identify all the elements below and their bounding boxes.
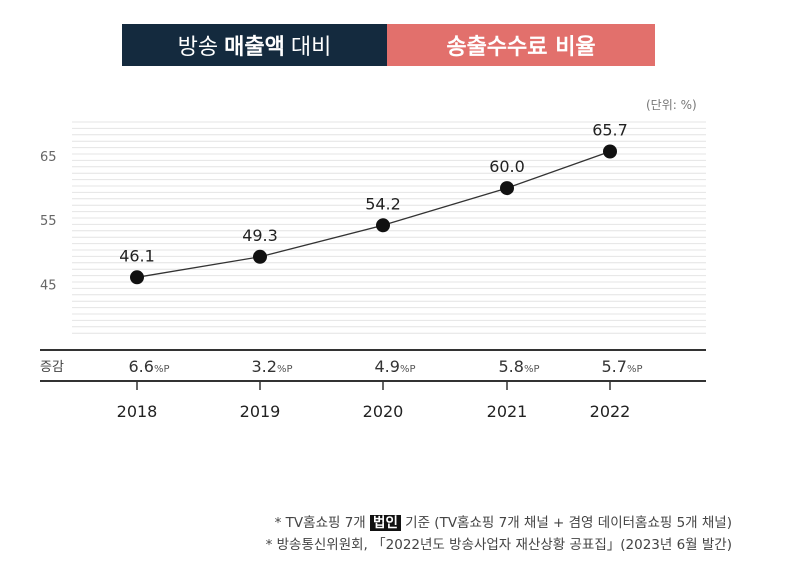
title-right: 송출수수료 비율 <box>387 24 655 66</box>
data-point <box>253 249 267 264</box>
y-tick-label: 65 <box>40 150 57 165</box>
x-tick-label: 2021 <box>487 402 528 421</box>
data-point <box>603 144 617 159</box>
y-tick-label: 55 <box>40 214 57 229</box>
data-point <box>130 270 144 285</box>
title-left-pre: 방송 <box>177 35 219 60</box>
change-value: 4.9%P <box>375 357 416 376</box>
data-label: 54.2 <box>365 194 401 213</box>
title-left-post: 대비 <box>290 35 332 60</box>
y-tick-label: 45 <box>40 278 57 293</box>
change-value: 5.8%P <box>499 357 540 376</box>
x-tick-label: 2020 <box>363 402 404 421</box>
unit-label: (단위: %) <box>646 98 697 112</box>
change-row-label: 증감 <box>40 360 64 375</box>
title-left: 방송 매출액 대비 <box>122 24 387 66</box>
footnote-1-highlight: 법인 <box>370 515 401 531</box>
x-tick-label: 2019 <box>240 402 281 421</box>
title-left-bold: 매출액 <box>224 35 285 60</box>
change-value: 3.2%P <box>252 357 293 376</box>
footnote-1: * TV홈쇼핑 7개 법인 기준 (TV홈쇼핑 7개 채널 + 겸영 데이터홈쇼… <box>110 512 732 534</box>
data-point <box>500 181 514 196</box>
change-value: 5.7%P <box>602 357 643 376</box>
footnotes: * TV홈쇼핑 7개 법인 기준 (TV홈쇼핑 7개 채널 + 겸영 데이터홈쇼… <box>110 512 732 556</box>
data-label: 46.1 <box>119 246 155 265</box>
footnote-1-post: 기준 (TV홈쇼핑 7개 채널 + 겸영 데이터홈쇼핑 5개 채널) <box>405 515 732 531</box>
data-label: 60.0 <box>489 157 525 176</box>
change-value: 6.6%P <box>129 357 170 376</box>
x-tick-label: 2022 <box>590 402 631 421</box>
data-label: 49.3 <box>242 226 278 245</box>
footnote-1-pre: * TV홈쇼핑 7개 <box>274 515 366 531</box>
line-chart: 45 55 65 46.1 49.3 54.2 60.0 65.7 증감 6.6%P 3.2%P 4.… <box>40 121 706 421</box>
data-label: 65.7 <box>592 121 628 140</box>
data-point <box>376 218 390 233</box>
footnote-2: * 방송통신위원회, 「2022년도 방송사업자 재산상황 공표집」(2023년… <box>265 537 732 553</box>
title-bar: 방송 매출액 대비 송출수수료 비율 <box>122 24 655 66</box>
x-tick-label: 2018 <box>117 402 158 421</box>
series-line <box>136 150 611 278</box>
